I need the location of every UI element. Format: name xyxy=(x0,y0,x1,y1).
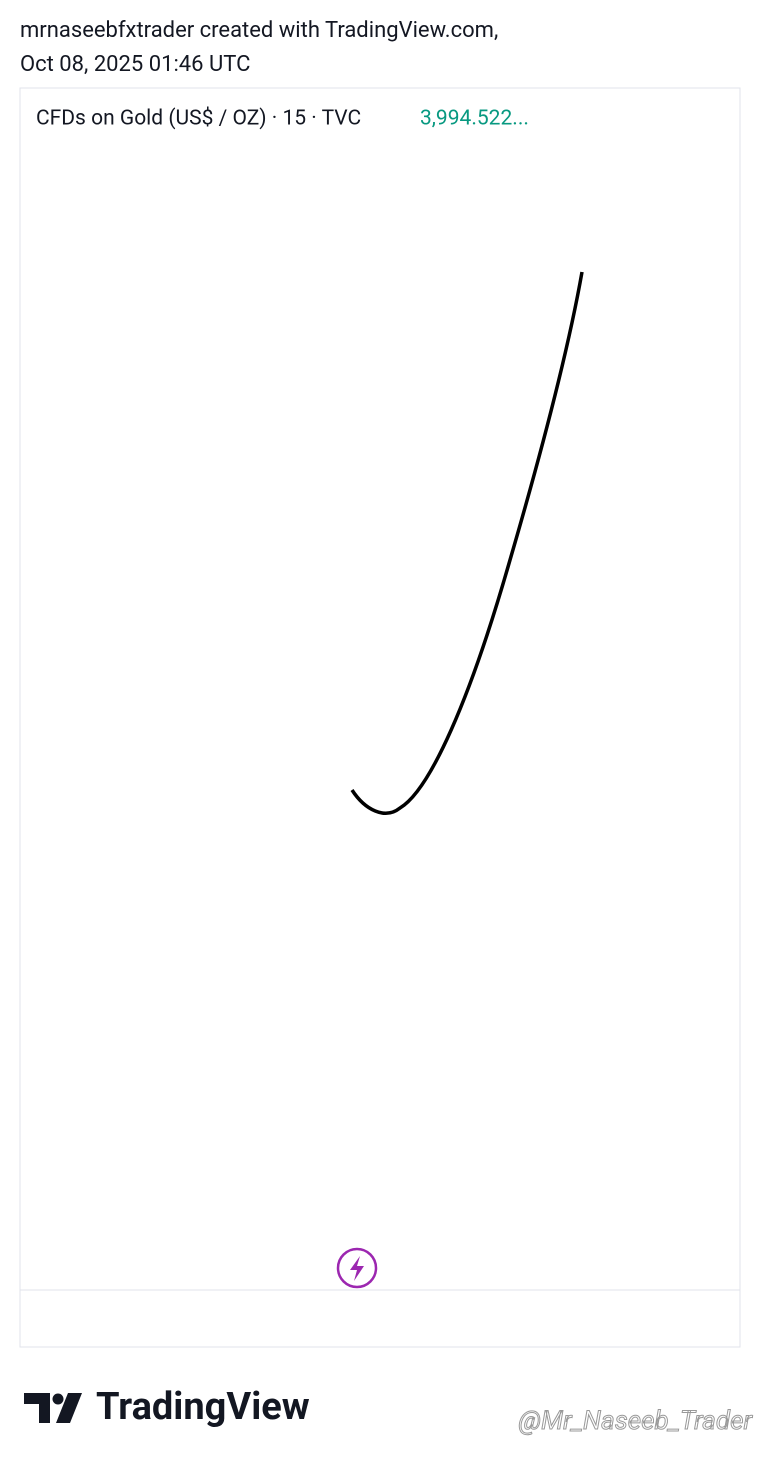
last-price: 3,994.522... xyxy=(420,107,529,131)
watermark: @Mr_Naseeb_Trader xyxy=(518,1406,753,1436)
author: mrnaseebfxtrader created with TradingVie… xyxy=(20,18,498,43)
chart-frame xyxy=(19,87,741,1348)
symbol-title: CFDs on Gold (US$ / OZ) · 15 · TVC xyxy=(36,107,361,131)
logo-text: TradingView xyxy=(96,1385,310,1429)
date: Oct 08, 2025 01:46 UTC xyxy=(20,52,250,77)
projection-curve xyxy=(350,271,584,815)
bolt xyxy=(350,1256,364,1281)
logo-mark xyxy=(24,1393,82,1423)
